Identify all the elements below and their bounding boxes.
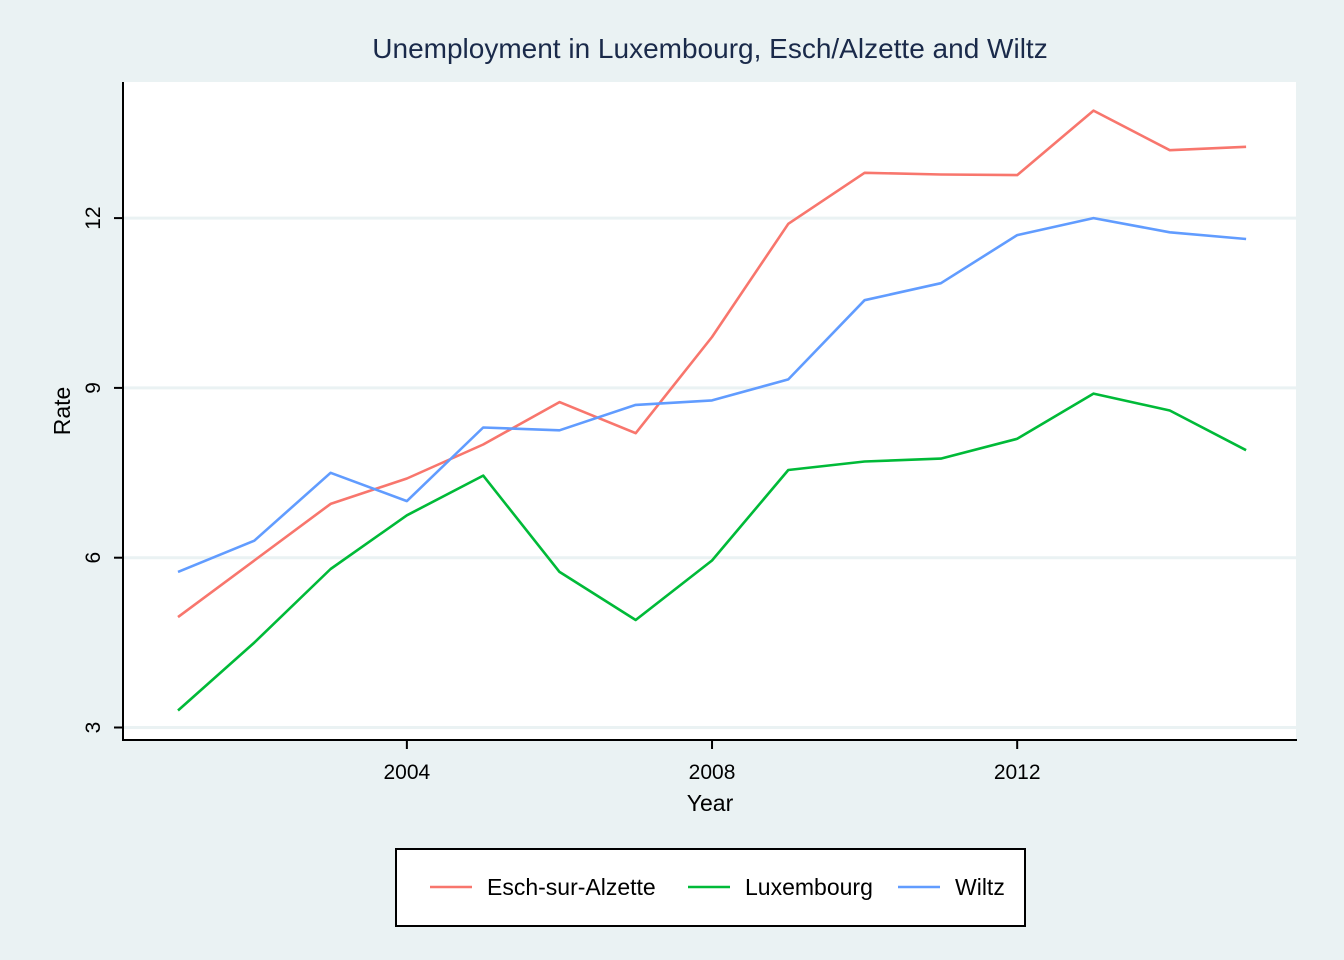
x-tick-label: 2004 [384,761,431,784]
series-line-luxembourg [177,392,1247,712]
y-axis-label: Rate [49,387,75,436]
axis-ticks: 3 6 9 12 2004 2008 2012 [82,206,1041,784]
series-lines [177,109,1247,712]
chart-title: Unemployment in Luxembourg, Esch/Alzette… [372,33,1047,64]
series-line-wiltz [177,216,1247,574]
series-line-esch-sur-alzette [177,109,1247,619]
y-tick-label: 6 [82,552,105,564]
x-axis-label: Year [687,790,734,816]
legend-label-esch-sur-alzette: Esch-sur-Alzette [487,874,656,900]
legend: Esch-sur-Alzette Luxembourg Wiltz [395,848,1026,927]
x-tick-label: 2012 [994,761,1041,784]
y-tick-label: 9 [82,382,105,394]
grid-lines [124,216,1296,729]
plot-area [123,82,1296,740]
y-tick-label: 3 [82,722,105,734]
y-tick-label: 12 [82,206,105,229]
legend-label-wiltz: Wiltz [955,874,1005,900]
legend-label-luxembourg: Luxembourg [745,874,873,900]
x-tick-label: 2008 [689,761,736,784]
legend-items: Esch-sur-Alzette Luxembourg Wiltz [430,874,1005,900]
